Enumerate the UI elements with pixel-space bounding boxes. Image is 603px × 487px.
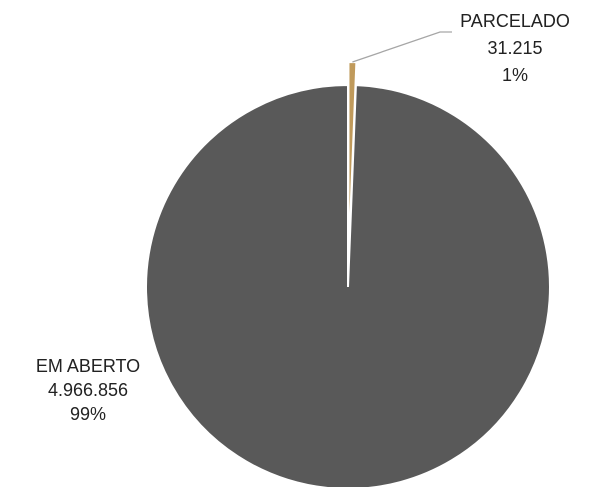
slice-value: 31.215 bbox=[487, 38, 542, 58]
slice-percent: 1% bbox=[502, 65, 528, 85]
slice-label: EM ABERTO bbox=[36, 356, 140, 376]
slice-percent: 99% bbox=[70, 404, 106, 424]
slice-label: PARCELADO bbox=[460, 11, 570, 31]
slice-value: 4.966.856 bbox=[48, 380, 128, 400]
leader-line bbox=[352, 31, 452, 63]
pie-slice bbox=[145, 83, 551, 487]
